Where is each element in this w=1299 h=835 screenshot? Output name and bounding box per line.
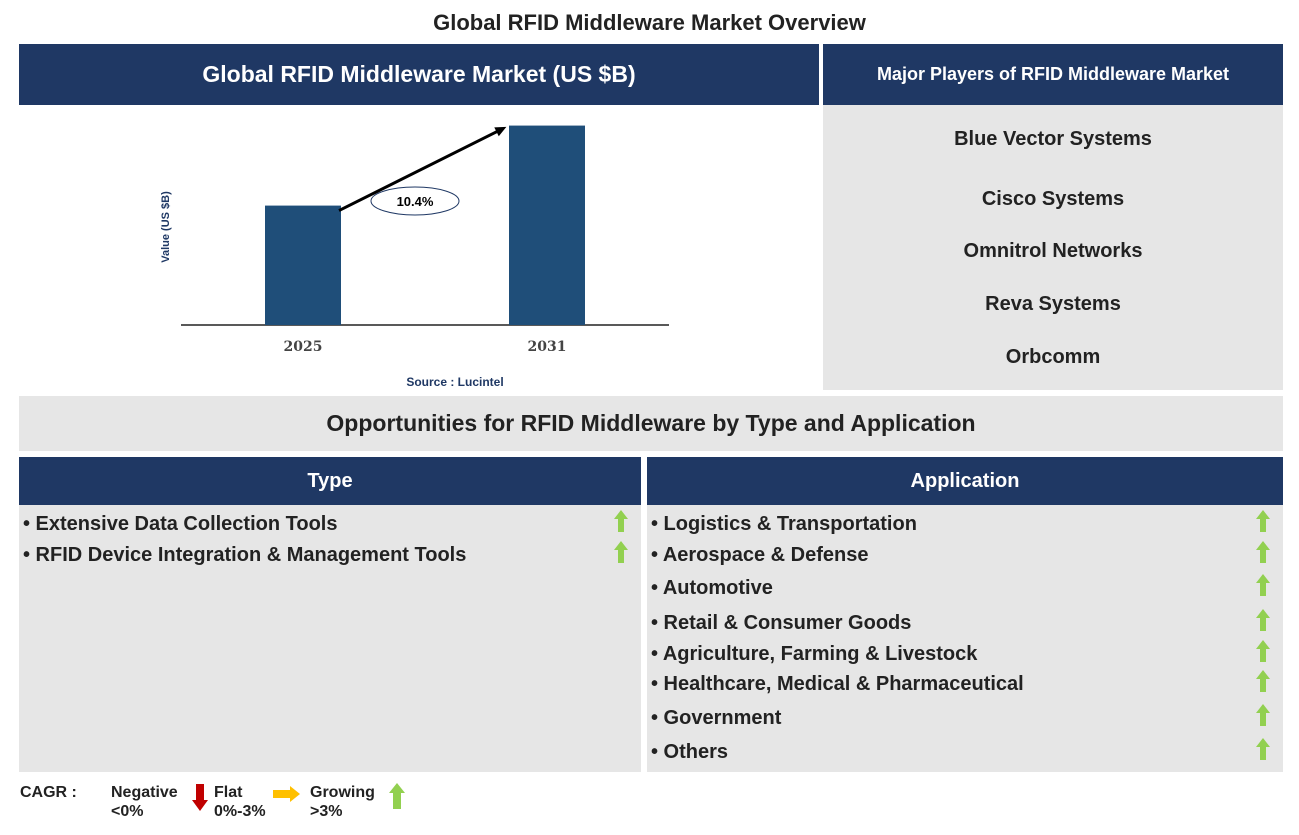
application-list: • Logistics & Transportation • Aerospace … [647,505,1283,772]
list-item: • Automotive [651,577,773,599]
growth-up-arrow-icon [614,510,628,532]
legend-flat: Flat 0%-3% [214,783,266,821]
list-item: • Healthcare, Medical & Pharmaceutical [651,673,1024,695]
cagr-bubble [370,186,460,216]
growth-up-arrow-icon [1256,541,1270,563]
legend-negative: Negative <0% [111,783,178,821]
x-tick-label: 2025 [284,339,323,355]
cagr-label: 10.4% [397,194,434,209]
list-item: • Logistics & Transportation [651,513,917,535]
list-item: • Others [651,741,729,763]
list-item: • Extensive Data Collection Tools [23,513,338,535]
players-header: Major Players of RFID Middleware Market [823,44,1283,105]
list-item: • Government [651,707,782,729]
page-title: Global RFID Middleware Market Overview [433,10,866,35]
player-item: Cisco Systems [981,188,1125,210]
player-item: Blue Vector Systems [954,128,1152,150]
growth-up-arrow-icon [1256,704,1270,726]
chart-source: Source : Lucintel [406,375,503,389]
legend-growing-range: >3% [310,803,343,820]
list-item: • Retail & Consumer Goods [651,612,912,634]
player-item: Omnitrol Networks [963,240,1143,262]
list-item: • Aerospace & Defense [651,544,869,566]
down-arrow-icon [192,784,208,811]
legend-growing-label: Growing [310,784,375,801]
growth-up-arrow-icon [1256,574,1270,596]
list-item: • Agriculture, Farming & Livestock [651,643,978,665]
legend-flat-label: Flat [214,784,243,801]
legend-negative-range: <0% [111,803,144,820]
growth-up-arrow-icon [1256,670,1270,692]
player-item: Reva Systems [985,293,1121,315]
bar-2031 [509,125,585,325]
right-arrow-icon [273,786,300,802]
growth-up-arrow-icon [614,541,628,563]
list-item: • RFID Device Integration & Management T… [23,544,467,566]
players-list: Blue Vector Systems Cisco Systems Omnitr… [823,105,1283,390]
market-chart: Value (US $B) 2025 2031 10.4% Source : Lu… [160,125,669,389]
cagr-arrowhead [494,126,507,137]
legend-negative-label: Negative [111,784,178,801]
market-panel-header: Global RFID Middleware Market (US $B) [19,44,819,105]
opportunities-title: Opportunities for RFID Middleware by Typ… [19,396,1283,451]
growth-up-arrow-icon [1256,738,1270,760]
up-arrow-icon [389,783,405,809]
legend-growing: Growing >3% [310,783,375,821]
y-axis-label: Value (US $B) [160,191,172,263]
legend-flat-range: 0%-3% [214,803,266,820]
growth-up-arrow-icon [1256,510,1270,532]
type-list: • Extensive Data Collection Tools • RFID … [19,505,641,772]
application-header: Application [647,457,1283,505]
type-header: Type [19,457,641,505]
growth-up-arrow-icon [1256,609,1270,631]
cagr-legend-label: CAGR : [20,784,77,801]
player-item: Orbcomm [1005,346,1101,368]
growth-up-arrow-icon [1256,640,1270,662]
bar-2025 [265,205,341,325]
x-tick-label: 2031 [528,339,567,355]
cagr-arrow [338,128,502,212]
